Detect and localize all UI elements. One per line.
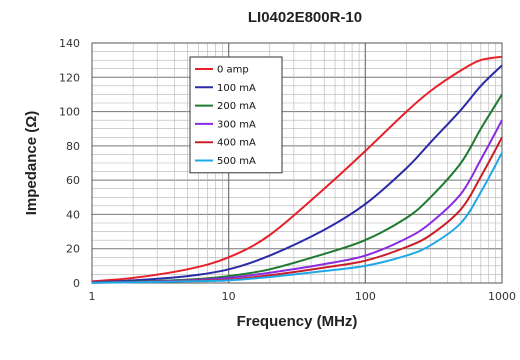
y-tick-label: 0: [73, 277, 80, 290]
series-lines: [91, 55, 503, 284]
y-tick-label: 100: [59, 106, 80, 119]
legend-label: 0 amp: [217, 65, 249, 76]
y-tick-label: 60: [66, 174, 80, 187]
y-tick-labels: 0 20 40 60 80 100 120 140: [59, 37, 80, 290]
series-line: [91, 55, 503, 283]
legend: 0 amp 100 mA 200 mA 300 mA 400 mA 500 mA: [189, 56, 283, 174]
y-tick-label: 120: [59, 71, 80, 84]
legend-label: 400 mA: [217, 138, 256, 149]
y-axis-label: Impedance (Ω): [23, 111, 40, 216]
plot-frame: [91, 42, 503, 284]
x-tick-labels: 1 10 100 1000: [89, 290, 517, 303]
y-tick-label: 20: [66, 243, 80, 256]
series-line: [91, 64, 503, 284]
legend-label: 100 mA: [217, 83, 256, 94]
x-tick-label: 10: [222, 290, 236, 303]
chart-title: LI0402E800R-10: [248, 9, 362, 26]
series-line: [91, 152, 503, 284]
legend-label: 500 mA: [217, 156, 256, 167]
x-tick-label: 1: [89, 290, 96, 303]
x-tick-label: 100: [355, 290, 376, 303]
x-axis-label: Frequency (MHz): [237, 313, 358, 330]
legend-box: [189, 56, 283, 174]
y-tick-label: 140: [59, 37, 80, 50]
y-tick-label: 80: [66, 140, 80, 153]
series-line: [91, 119, 503, 284]
legend-label: 300 mA: [217, 119, 256, 130]
series-line: [91, 136, 503, 284]
legend-label: 200 mA: [217, 101, 256, 112]
grid: [91, 42, 503, 284]
x-tick-label: 1000: [488, 290, 516, 303]
y-tick-label: 40: [66, 208, 80, 221]
